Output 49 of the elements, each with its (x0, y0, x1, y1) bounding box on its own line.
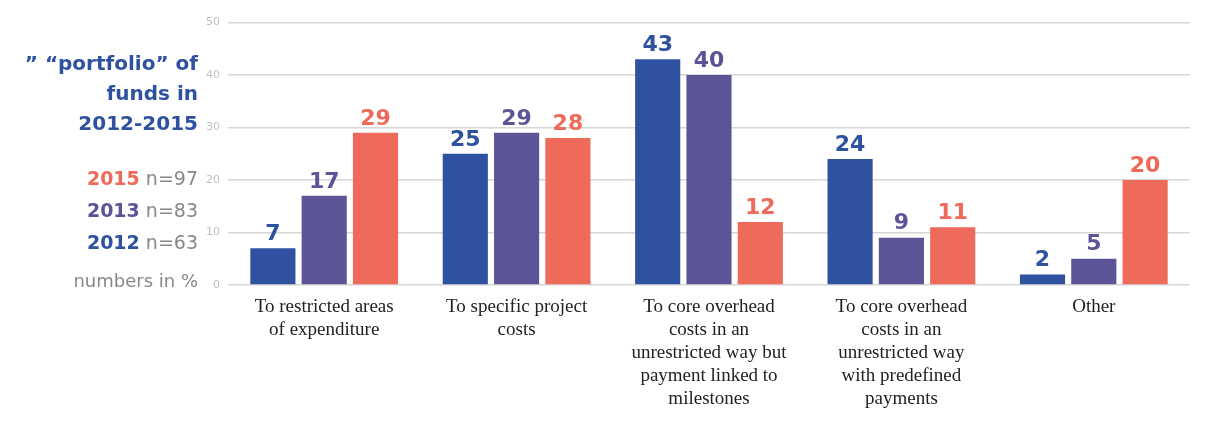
x-tick-label: Other (1072, 295, 1117, 317)
y-tick-label: 20 (206, 172, 220, 186)
bar (686, 75, 732, 285)
data-label: 2 (1034, 246, 1051, 272)
text: 2013 (86, 199, 140, 221)
bar (930, 227, 976, 285)
data-label: 24 (834, 130, 866, 156)
bar (250, 248, 296, 285)
bar (635, 59, 681, 285)
text: 2012 (86, 231, 140, 253)
x-tick-label: To core overhead costs in an unrestricted way with predefined payments (835, 295, 968, 408)
y-tick-label: 40 (206, 67, 220, 81)
data-label: 11 (937, 198, 969, 224)
bar (352, 132, 399, 285)
text: 2015 (86, 167, 140, 189)
bar (1019, 274, 1066, 285)
x-tick-label: To specific project costs (446, 295, 588, 340)
text: ” “portfolio” of funds in 2012-2015 (24, 51, 198, 135)
data-label: 29 (501, 104, 532, 130)
x-tick-label: To core overhead costs in an unrestricted way but payment linked to milestones (631, 295, 788, 408)
text: n=83 (145, 199, 198, 221)
y-tick-label: 30 (206, 120, 220, 134)
data-label: 40 (693, 46, 725, 72)
data-label: 28 (552, 109, 584, 135)
data-label: 9 (893, 209, 910, 235)
bar (301, 195, 347, 285)
bar (878, 237, 924, 285)
data-label: 7 (265, 219, 281, 245)
data-label: 20 (1129, 151, 1161, 177)
data-label: 43 (642, 31, 673, 57)
y-tick-label: 0 (213, 277, 220, 291)
text: n=97 (145, 167, 198, 189)
bar (545, 138, 591, 285)
data-label: 12 (744, 193, 776, 219)
x-tick-label: To restricted areas of expenditure (254, 295, 394, 340)
y-tick-label: 10 (206, 225, 220, 239)
bar (442, 153, 488, 285)
y-tick-label: 50 (206, 15, 220, 29)
text: n=63 (145, 231, 198, 253)
bar (827, 159, 873, 285)
bar (1071, 258, 1117, 285)
data-label: 25 (449, 125, 481, 151)
bar (737, 222, 783, 285)
bar (1122, 180, 1168, 285)
data-label: 5 (1086, 230, 1102, 256)
bar (494, 132, 540, 285)
data-label: 17 (308, 167, 340, 193)
data-label: 29 (360, 104, 391, 130)
text: numbers in % (73, 270, 198, 291)
